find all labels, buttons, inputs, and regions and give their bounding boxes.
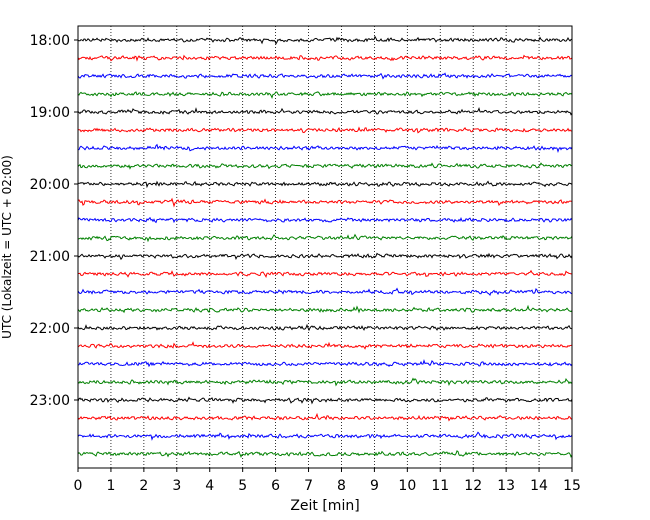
trace-1945 — [77, 162, 573, 170]
y-axis-ticks: 18:00 19:00 20:00 21:00 22:00 23:00 — [30, 33, 78, 409]
x-tick-label: 0 — [74, 478, 83, 494]
x-tick-label: 12 — [464, 478, 482, 494]
trace-1815 — [77, 54, 573, 62]
trace-2045 — [77, 233, 573, 243]
trace-1900 — [77, 106, 573, 116]
x-tick-label: 14 — [530, 478, 548, 494]
x-axis-ticks: 0 1 2 3 4 5 6 7 8 9 10 11 12 13 14 15 — [74, 468, 581, 494]
plot-frame — [77, 25, 573, 469]
trace-2300 — [77, 396, 573, 405]
x-axis-label: Zeit [min] — [290, 498, 359, 514]
x-tick-label: 1 — [106, 478, 115, 494]
x-tick-label: 13 — [497, 478, 515, 494]
x-tick-label: 10 — [398, 478, 416, 494]
x-tick-label: 15 — [563, 478, 581, 494]
trace-1930 — [77, 143, 573, 153]
y-axis-label: UTC (Lokalzeit = UTC + 02:00) — [0, 155, 14, 339]
trace-group — [77, 35, 573, 458]
x-tick-label: 11 — [431, 478, 449, 494]
trace-2215 — [77, 341, 573, 350]
plot-area — [78, 26, 572, 468]
y-tick-label: 19:00 — [30, 105, 70, 121]
x-tick-label: 2 — [139, 478, 148, 494]
trace-2030 — [77, 216, 573, 224]
trace-2100 — [77, 252, 573, 261]
x-tick-label: 7 — [304, 478, 313, 494]
y-tick-label: 20:00 — [30, 177, 70, 193]
trace-2345 — [77, 450, 573, 458]
trace-1800 — [77, 35, 573, 45]
trace-2015 — [77, 197, 572, 208]
trace-1845 — [77, 91, 573, 100]
y-tick-label: 23:00 — [30, 393, 70, 409]
y-tick-label: 21:00 — [30, 249, 70, 265]
x-tick-label: 5 — [238, 478, 247, 494]
trace-2000 — [77, 180, 573, 189]
trace-2330 — [77, 431, 573, 441]
trace-2130 — [77, 287, 573, 297]
trace-2115 — [78, 269, 573, 279]
trace-2200 — [77, 323, 572, 332]
x-tick-label: 9 — [370, 478, 379, 494]
trace-2145 — [77, 304, 573, 314]
x-tick-label: 4 — [205, 478, 214, 494]
trace-2245 — [77, 377, 573, 387]
x-tick-label: 8 — [337, 478, 346, 494]
trace-1915 — [77, 126, 573, 134]
trace-1830 — [77, 72, 573, 80]
x-tick-label: 6 — [271, 478, 280, 494]
x-tick-label: 3 — [172, 478, 181, 494]
trace-2315 — [77, 412, 573, 422]
y-tick-label: 22:00 — [30, 321, 70, 337]
y-tick-label: 18:00 — [30, 33, 70, 49]
trace-2230 — [77, 358, 573, 368]
